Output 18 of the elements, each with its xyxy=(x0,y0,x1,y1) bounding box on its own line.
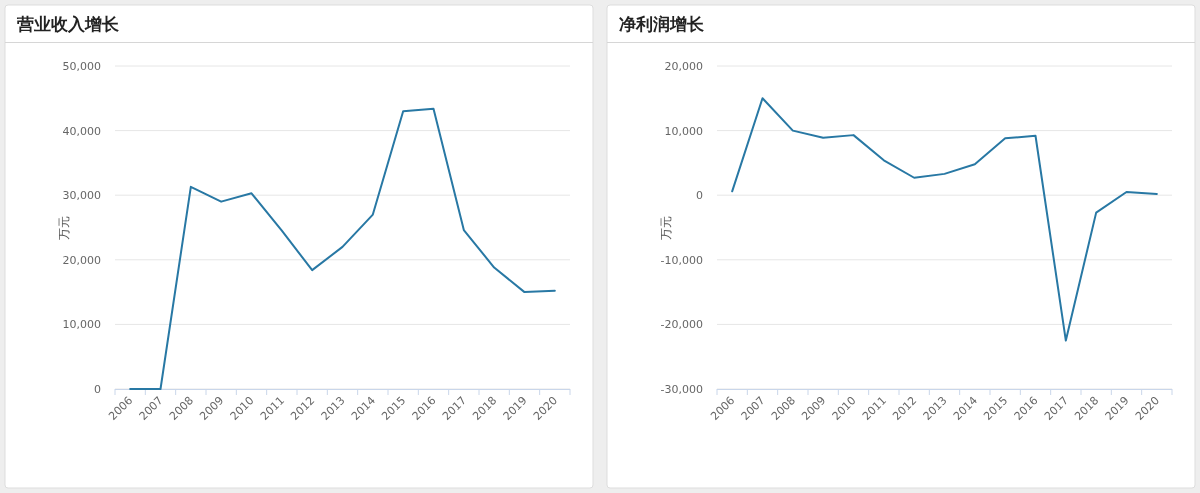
y-tick-label: 30,000 xyxy=(62,189,101,203)
line-series xyxy=(129,107,556,390)
y-tick-label: 10,000 xyxy=(62,318,101,332)
y-tick-label: -30,000 xyxy=(660,383,703,396)
y-tick-label: 10,000 xyxy=(664,124,703,138)
y-tick-label: 20,000 xyxy=(664,60,703,73)
y-axis-title: 万元 xyxy=(659,215,673,240)
y-tick-label: 20,000 xyxy=(62,253,101,267)
y-axis-title: 万元 xyxy=(57,215,71,240)
line-series xyxy=(731,97,1158,342)
y-tick-label: 50,000 xyxy=(62,60,101,73)
y-tick-label: -10,000 xyxy=(660,253,703,267)
y-tick-label: 0 xyxy=(94,383,101,396)
y-tick-label: -20,000 xyxy=(660,318,703,332)
chart-title: 营业收入增长 xyxy=(16,14,120,34)
y-tick-label: 40,000 xyxy=(62,124,101,138)
chart-title: 净利润增长 xyxy=(619,14,705,34)
y-tick-label: 0 xyxy=(696,189,703,203)
